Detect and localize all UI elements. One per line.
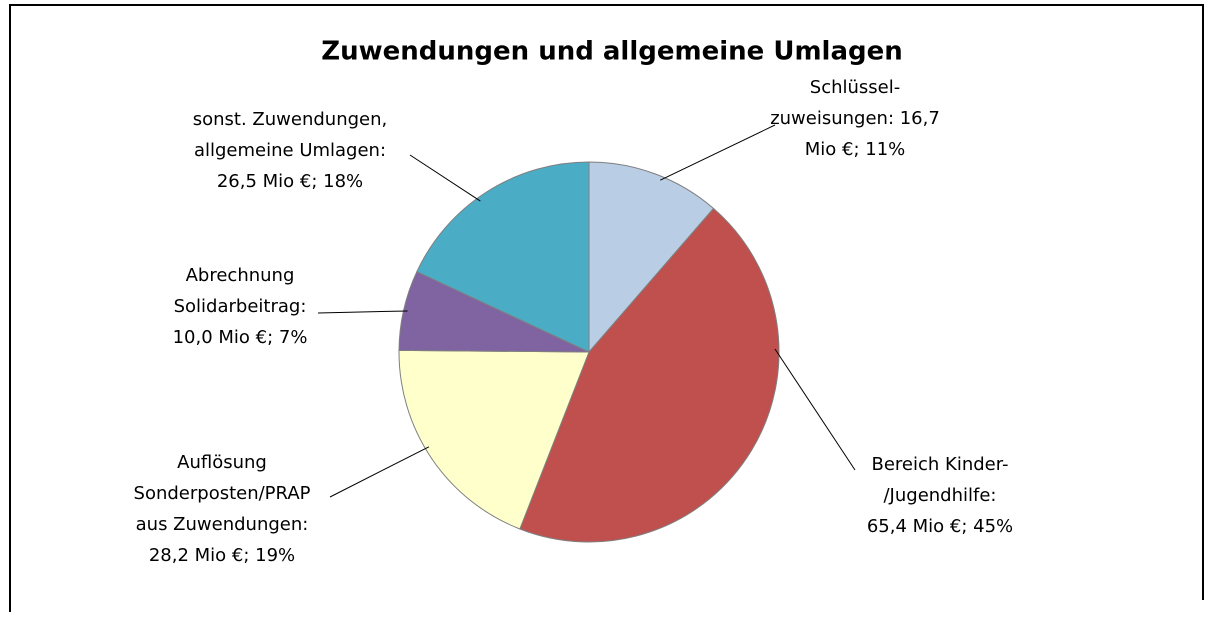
data-label: 65,4 Mio €; 45% [867,516,1013,537]
data-label: 10,0 Mio €; 7% [173,327,308,348]
data-label: sonst. Zuwendungen, [193,109,388,130]
data-label: allgemeine Umlagen: [194,140,386,161]
data-label: Auflösung [177,452,267,473]
data-label: Schlüssel- [810,77,900,98]
leader-line [774,348,856,471]
data-label: /Jugendhilfe: [883,485,996,506]
pie-slice [398,349,590,530]
leader-line [660,124,776,181]
pie-slice [519,207,780,543]
pie-slice [588,161,715,354]
data-label: 26,5 Mio €; 18% [217,171,363,192]
data-label: zuweisungen: 16,7 [770,108,940,129]
data-label: Solidarbeitrag: [174,296,307,317]
frame [9,4,1204,612]
leader-line [409,154,481,202]
data-label: aus Zuwendungen: [136,514,309,535]
data-label: Abrechnung [186,265,295,286]
leader-line [329,446,430,498]
data-label: Mio €; 11% [805,139,906,160]
data-label: Sonderposten/PRAP [134,483,311,504]
data-label: 28,2 Mio €; 19% [149,545,295,566]
pie-slice [416,161,590,353]
leader-line [317,310,408,314]
chart-title: Zuwendungen und allgemeine Umlagen [321,37,903,67]
data-label: Bereich Kinder- [872,454,1009,475]
